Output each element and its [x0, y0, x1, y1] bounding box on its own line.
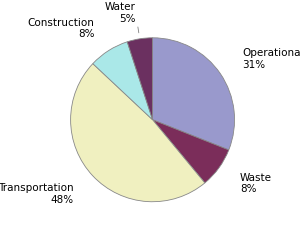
Wedge shape — [153, 120, 229, 183]
Text: Construction
8%: Construction 8% — [28, 18, 94, 39]
Wedge shape — [127, 38, 153, 120]
Wedge shape — [93, 42, 153, 120]
Text: Water
5%: Water 5% — [105, 2, 136, 24]
Wedge shape — [70, 64, 205, 202]
Text: Waste
8%: Waste 8% — [240, 173, 272, 194]
Text: Transportation
48%: Transportation 48% — [0, 183, 74, 205]
Wedge shape — [153, 38, 235, 150]
Text: Operational
31%: Operational 31% — [242, 48, 300, 70]
